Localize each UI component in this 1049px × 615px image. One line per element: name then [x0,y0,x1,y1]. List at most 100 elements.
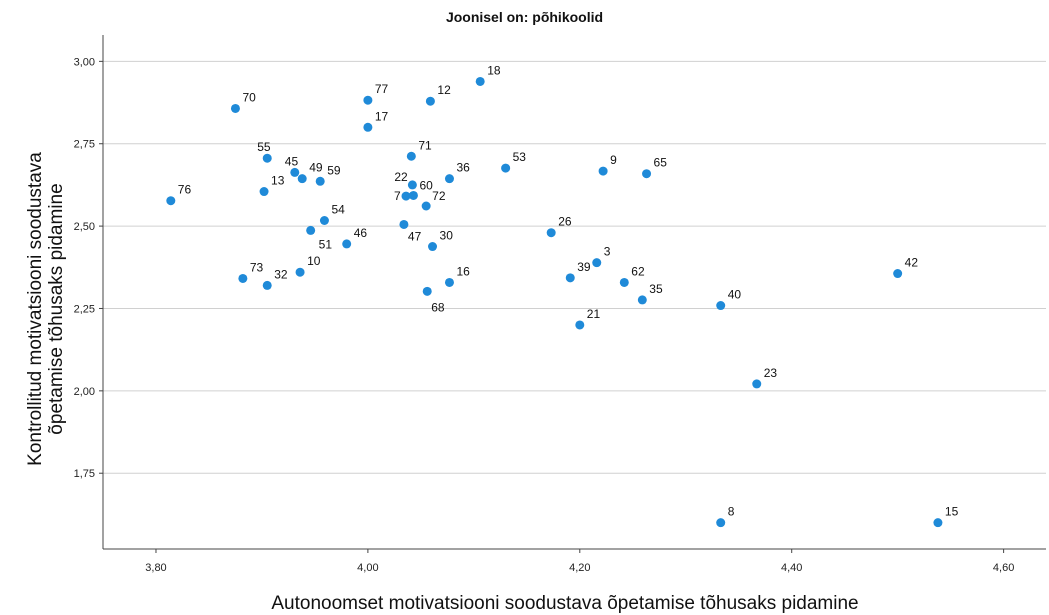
data-point [592,258,602,268]
point-label: 35 [649,282,663,296]
data-points [166,76,943,528]
data-point [893,269,903,279]
tick-labels: 1,75 2,00 2,25 2,50 2,75 3,00 3,80 4,00 4,20 4,40… [74,56,1015,574]
data-point [406,151,416,161]
point-label: 32 [274,267,288,281]
data-point [408,190,418,200]
data-point [399,219,409,229]
data-point [425,96,435,106]
point-label: 77 [375,82,389,96]
data-point [619,277,629,287]
data-point [444,174,454,184]
data-point [565,273,575,283]
data-point [475,76,485,86]
point-label: 71 [418,138,432,152]
data-point [716,518,726,528]
point-label: 53 [513,150,527,164]
y-tick-label: 2,75 [74,139,95,151]
point-label: 7 [394,189,401,203]
data-point [230,103,240,113]
data-point [642,169,652,179]
y-tick-label: 1,75 [74,468,95,480]
data-point [297,174,307,184]
data-point [290,167,300,177]
point-label: 72 [432,189,446,203]
data-point [422,286,432,296]
data-point [342,239,352,249]
data-point [363,122,373,132]
point-label: 45 [285,154,299,168]
data-point [401,191,411,201]
point-label: 54 [331,203,345,217]
point-label: 62 [631,264,645,278]
data-point [363,95,373,105]
grid [103,60,1046,474]
data-point [315,176,325,186]
point-label: 39 [577,260,591,274]
data-point [428,242,438,252]
x-tick-label: 4,40 [781,562,802,574]
point-label: 73 [250,260,264,274]
data-point [407,180,417,190]
data-point [444,277,454,287]
data-point [716,301,726,311]
data-point [238,273,248,283]
x-tick-label: 4,60 [993,562,1014,574]
data-point [933,518,943,528]
data-point [575,320,585,330]
data-point [421,201,431,211]
data-point [501,163,511,173]
point-label: 21 [587,307,601,321]
y-tick-label: 2,50 [74,221,95,233]
data-point [752,379,762,389]
point-label: 55 [257,140,271,154]
data-point [598,166,608,176]
axes [99,35,1046,553]
y-axis-label: Kontrollitud motivatsiooni soodustava õp… [25,152,67,466]
data-point [259,187,269,197]
y-tick-label: 2,00 [74,386,95,398]
point-label: 30 [440,229,454,243]
point-label: 8 [728,505,735,519]
point-label: 68 [431,300,445,314]
point-label: 10 [307,254,321,268]
point-label: 26 [558,215,572,229]
point-label: 65 [654,156,668,170]
data-point [295,267,305,277]
y-tick-label: 3,00 [74,56,95,68]
point-label: 60 [419,178,433,192]
data-point [546,228,556,238]
x-axis-label: Autonoomset motivatsiooni soodustava õpe… [271,593,859,614]
x-tick-label: 4,20 [569,562,590,574]
x-tick-label: 3,80 [145,562,166,574]
point-label: 13 [271,174,285,188]
point-label: 18 [487,63,501,77]
data-point [306,225,316,235]
data-point [166,196,176,206]
point-label: 59 [327,163,341,177]
point-label: 70 [242,90,256,104]
point-label: 17 [375,109,389,123]
point-label: 40 [728,288,742,302]
point-label: 22 [394,170,408,184]
point-label: 47 [408,229,422,243]
data-point [637,295,647,305]
point-label: 9 [610,153,617,167]
point-label: 49 [309,161,323,175]
x-tick-label: 4,00 [357,562,378,574]
point-label: 16 [456,264,470,278]
point-label: 46 [354,226,368,240]
point-label: 42 [905,256,919,270]
data-point [262,153,272,163]
y-tick-label: 2,25 [74,303,95,315]
data-point [262,280,272,290]
point-label: 12 [437,83,451,97]
chart-title: Joonisel on: põhikoolid [445,9,604,25]
point-label: 15 [945,505,959,519]
point-label: 3 [604,245,611,259]
point-label: 76 [178,183,192,197]
point-label: 51 [319,237,333,251]
point-label: 36 [456,161,470,175]
